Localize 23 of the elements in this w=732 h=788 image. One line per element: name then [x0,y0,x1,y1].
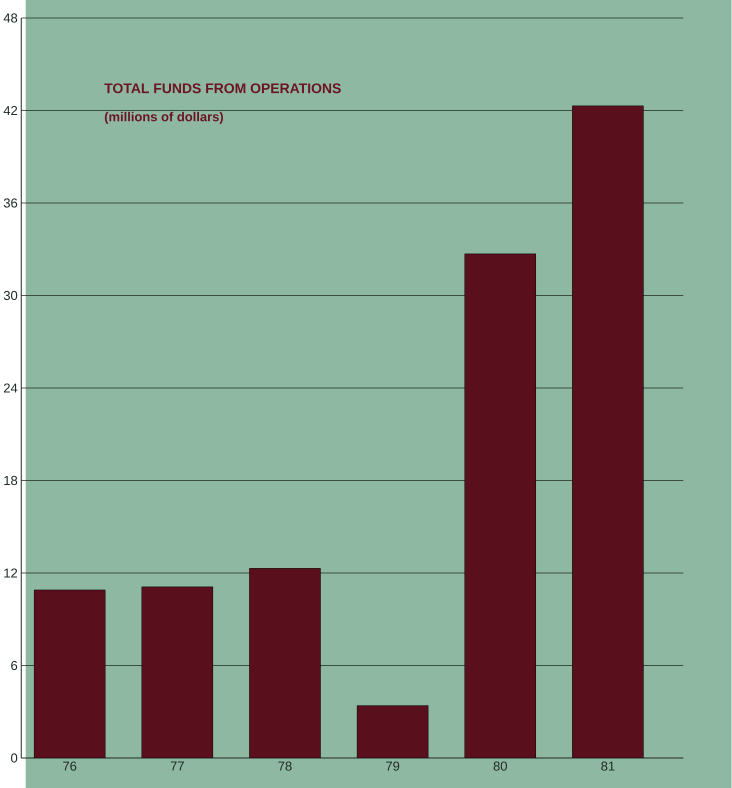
bar [464,254,536,758]
y-tick-label: 42 [4,106,18,116]
x-tick-label: 76 [63,762,76,771]
y-tick-label: 30 [4,290,18,300]
x-tick-label: 77 [170,762,184,770]
y-tick-label: 24 [4,383,18,393]
bar [142,586,214,758]
x-tick-label: 78 [278,762,292,771]
y-tick-label: 36 [4,198,18,208]
x-tick-label: 79 [386,762,400,771]
x-tick-label: 80 [494,762,508,771]
text: TOTAL FUNDS FROM OPERATIONS [104,83,341,94]
bar [249,568,321,758]
y-tick-label: 6 [11,660,18,670]
y-tick-label: 18 [4,476,18,486]
bar [357,705,429,758]
y-tick-label: 12 [4,568,18,578]
bar [572,106,644,758]
text: (millions of dollars) [105,112,224,124]
y-tick-label: 48 [4,13,18,23]
x-tick-label: 81 [601,762,615,771]
y-tick-label: 0 [11,753,18,763]
bar [34,590,106,758]
